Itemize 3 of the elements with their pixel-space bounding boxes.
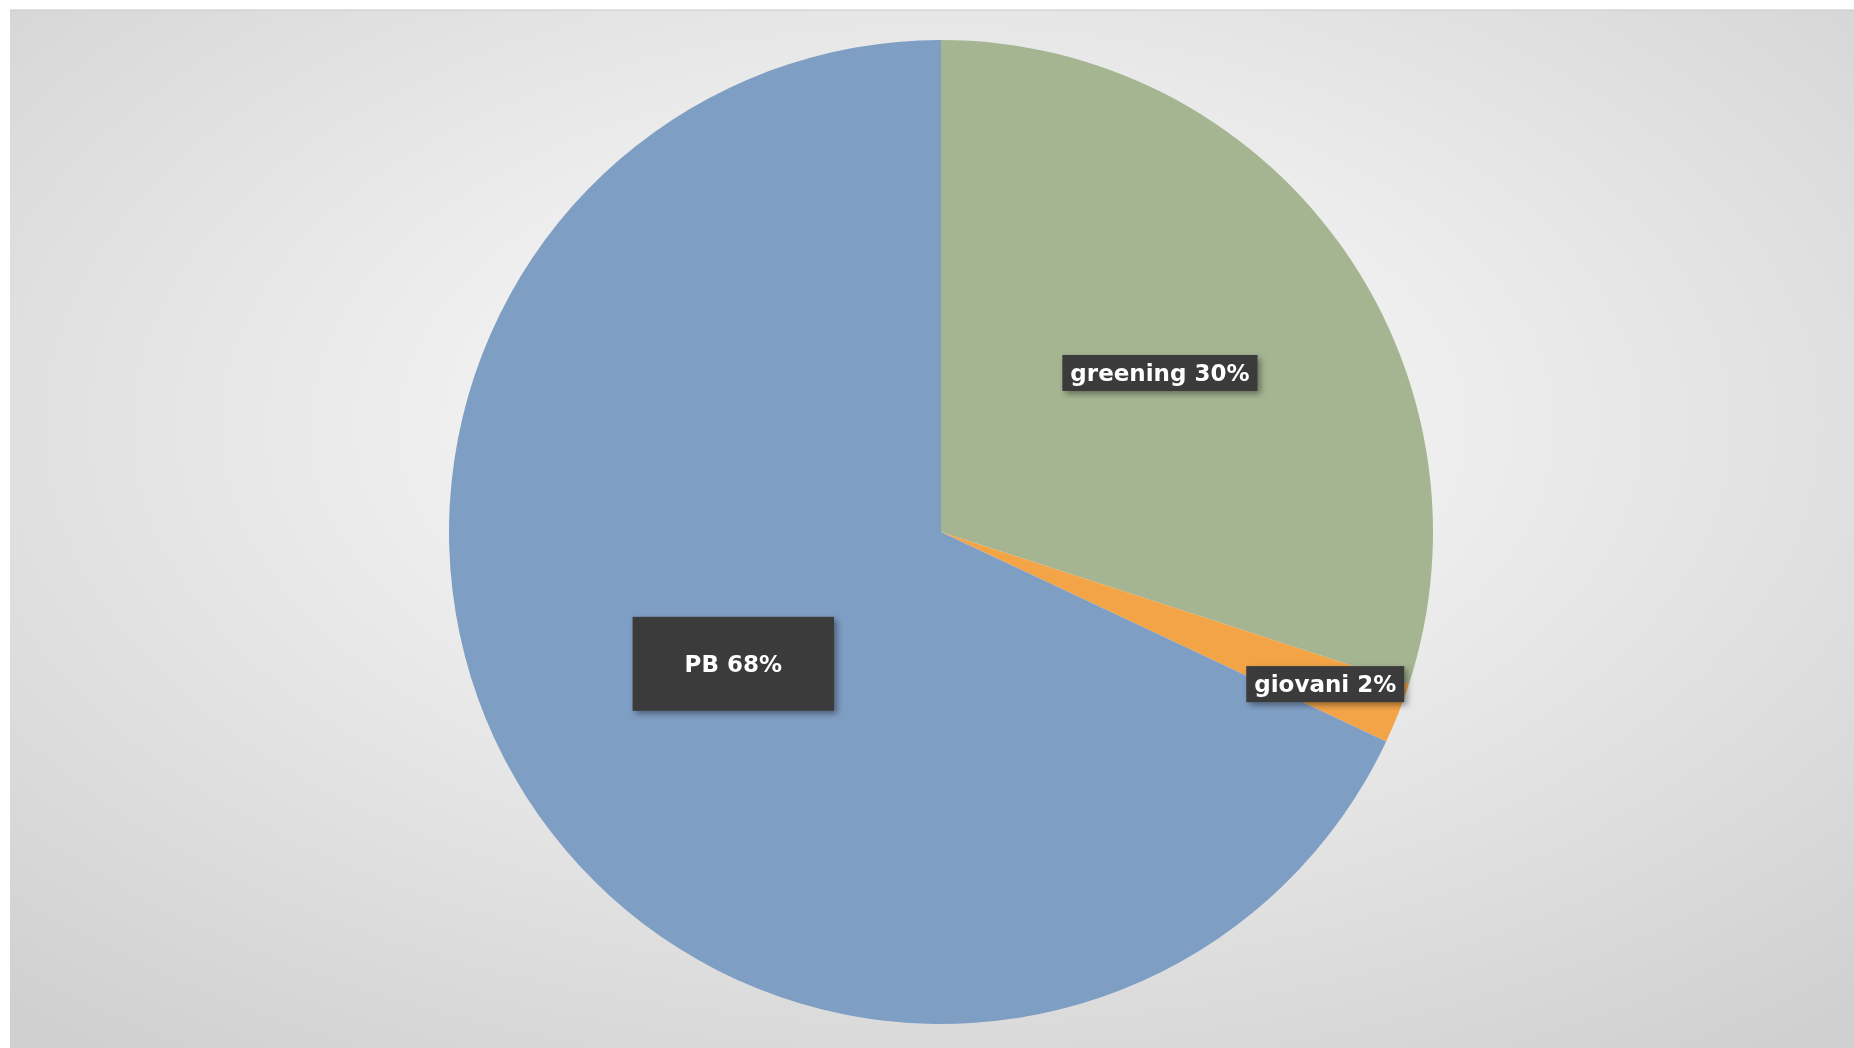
slice-label: PB 68% — [684, 650, 783, 677]
slice-label: greening 30% — [1070, 359, 1250, 386]
slice-label: giovani 2% — [1254, 671, 1397, 698]
